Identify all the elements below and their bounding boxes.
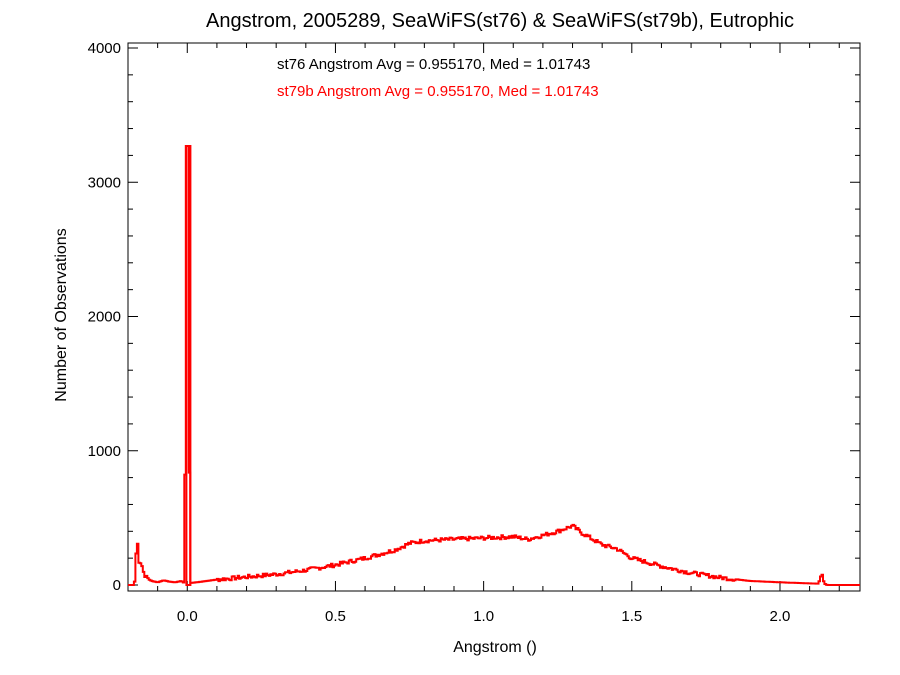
y-tick-label: 0 — [113, 577, 121, 594]
x-tick-label: 0.5 — [325, 608, 346, 625]
x-axis-label: Angstrom () — [453, 639, 537, 656]
x-tick-label: 1.0 — [473, 608, 494, 625]
x-tick-label: 1.5 — [621, 608, 642, 625]
y-tick-label: 1000 — [88, 443, 121, 460]
axis-ticks: 0.0 0.5 1.0 1.5 2.0 0 1000 2000 3000 4000 — [88, 40, 860, 625]
y-tick-label: 2000 — [88, 309, 121, 326]
chart-title: Angstrom, 2005289, SeaWiFS(st76) & SeaWi… — [206, 10, 794, 32]
x-tick-label: 2.0 — [770, 608, 791, 625]
spike-bar-zero — [185, 145, 192, 586]
y-tick-label: 4000 — [88, 40, 121, 57]
y-axis-label: Number of Observations — [53, 228, 70, 401]
x-tick-label: 0.0 — [177, 608, 198, 625]
series-st79b-histogram — [128, 145, 860, 586]
annotation-st76: st76 Angstrom Avg = 0.955170, Med = 1.01… — [277, 56, 590, 73]
series-layer — [128, 145, 860, 586]
plot-frame — [127, 42, 861, 592]
y-tick-label: 3000 — [88, 174, 121, 191]
annotation-st79b: st79b Angstrom Avg = 0.955170, Med = 1.0… — [277, 83, 599, 100]
